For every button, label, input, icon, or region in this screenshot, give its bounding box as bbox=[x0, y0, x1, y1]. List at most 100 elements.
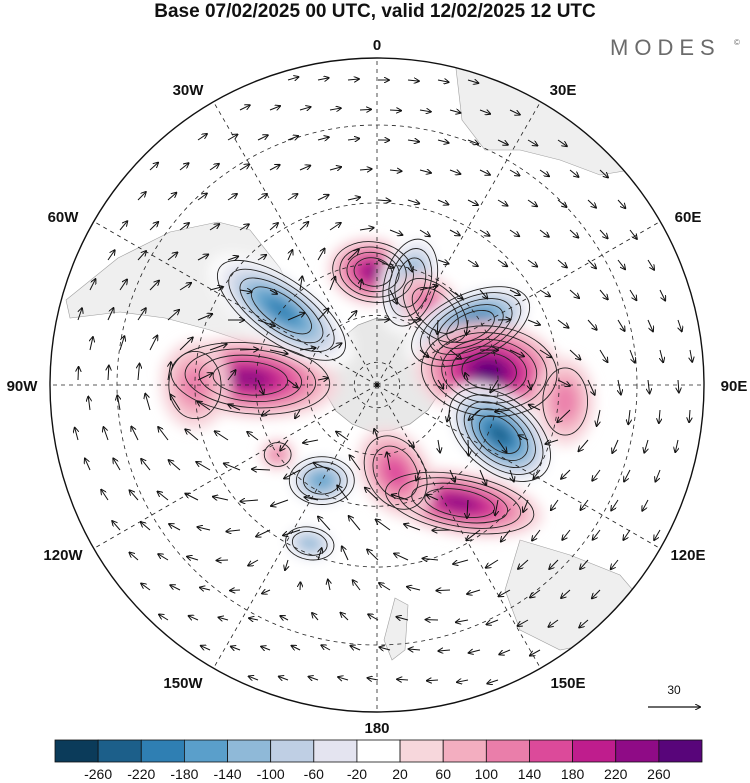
wind-vector bbox=[487, 680, 499, 684]
wind-vector bbox=[287, 379, 298, 388]
negative-anomaly-blob bbox=[283, 452, 360, 509]
wind-vector bbox=[117, 395, 120, 411]
wind-vector bbox=[179, 338, 193, 351]
contour-line bbox=[456, 394, 544, 475]
contour-line bbox=[451, 345, 528, 397]
wind-vector bbox=[284, 469, 301, 478]
wind-vector bbox=[314, 463, 331, 471]
wind-vector bbox=[228, 404, 241, 411]
contour-line bbox=[295, 461, 348, 500]
colorbar-tick-label: 140 bbox=[518, 766, 542, 782]
latitude-circle bbox=[194, 202, 560, 568]
colorbar-tick-label: -220 bbox=[127, 766, 155, 782]
wind-vector bbox=[239, 164, 249, 171]
wind-vector bbox=[317, 308, 328, 321]
wind-vector bbox=[329, 277, 335, 291]
wind-vector bbox=[611, 499, 619, 510]
wind-vector bbox=[530, 589, 541, 597]
wind-vector bbox=[249, 618, 259, 620]
wind-vector bbox=[447, 409, 450, 421]
wind-vector bbox=[569, 349, 580, 360]
wind-vector bbox=[427, 680, 439, 681]
wind-vector bbox=[119, 280, 127, 291]
wind-vector bbox=[419, 170, 431, 173]
wind-vector bbox=[368, 678, 379, 680]
wind-vector bbox=[141, 522, 151, 531]
colorbar-segment bbox=[615, 739, 660, 763]
wind-vector bbox=[321, 645, 331, 651]
wind-vector bbox=[409, 649, 421, 650]
negative-anomaly-blob bbox=[208, 253, 354, 367]
wind-vector bbox=[347, 250, 359, 261]
wind-vector bbox=[261, 647, 271, 650]
wind-vector bbox=[351, 646, 361, 650]
wind-vector bbox=[539, 349, 551, 357]
wind-vector bbox=[518, 619, 529, 626]
wind-vector bbox=[299, 222, 308, 231]
wind-vector bbox=[257, 135, 268, 141]
wind-vector bbox=[499, 649, 511, 654]
wind-vector bbox=[497, 199, 507, 206]
colorbar-tick-label: 20 bbox=[392, 766, 408, 782]
wind-vector bbox=[137, 308, 146, 321]
wind-vector bbox=[389, 229, 402, 235]
wind-vector bbox=[629, 289, 636, 300]
meridian-line bbox=[376, 384, 541, 669]
colorbar-segment bbox=[485, 739, 530, 763]
wind-vector bbox=[169, 524, 181, 531]
wind-vector bbox=[197, 373, 212, 381]
wind-vector bbox=[337, 486, 349, 501]
wind-vector bbox=[137, 192, 146, 201]
lon-label-90w: 90W bbox=[7, 378, 39, 395]
wind-vector bbox=[262, 409, 271, 416]
wind-vector bbox=[437, 80, 449, 82]
wind-vector bbox=[675, 439, 678, 452]
wind-vector bbox=[449, 349, 461, 359]
wind-vector bbox=[490, 379, 499, 392]
wind-vector bbox=[77, 308, 82, 321]
wind-vector bbox=[587, 379, 595, 395]
wind-vector bbox=[539, 169, 549, 176]
colorbar-segment bbox=[227, 739, 272, 763]
reference-vector: 30 bbox=[648, 683, 700, 707]
colorbar-segment bbox=[356, 739, 401, 763]
brand-copyright-mark: © bbox=[734, 38, 740, 47]
wind-vector bbox=[317, 137, 329, 140]
lon-label-180: 180 bbox=[364, 720, 389, 737]
wind-vector bbox=[227, 370, 236, 381]
wind-vector bbox=[618, 379, 621, 395]
wind-vector bbox=[539, 229, 549, 237]
wind-vector bbox=[579, 619, 589, 627]
wind-vector bbox=[185, 494, 199, 501]
latitude-circle bbox=[306, 314, 448, 456]
wind-vector bbox=[269, 106, 280, 110]
wind-vectors bbox=[75, 77, 693, 684]
contour-line bbox=[542, 367, 589, 436]
wind-vector bbox=[457, 680, 469, 682]
wind-vector bbox=[539, 289, 550, 296]
wind-vector bbox=[287, 313, 305, 321]
wind-vector bbox=[129, 553, 139, 561]
wind-vector bbox=[377, 200, 390, 201]
contour-line bbox=[398, 477, 522, 529]
colorbar-segment bbox=[442, 739, 487, 763]
wind-vector bbox=[453, 559, 469, 564]
wind-vector bbox=[338, 677, 349, 680]
wind-vector bbox=[407, 200, 419, 204]
wind-vector bbox=[495, 499, 498, 515]
wind-vector bbox=[196, 462, 211, 471]
colorbar-segment bbox=[572, 739, 617, 763]
wind-vector bbox=[269, 290, 277, 294]
wind-vector bbox=[628, 409, 630, 424]
wind-vector bbox=[499, 589, 511, 596]
contour-line bbox=[411, 482, 509, 524]
wind-vector bbox=[592, 469, 601, 481]
wind-vector bbox=[329, 108, 341, 110]
wind-vector bbox=[179, 163, 189, 171]
wind-vector bbox=[624, 469, 631, 481]
wind-vector bbox=[407, 587, 421, 590]
wind-vector bbox=[587, 319, 597, 330]
colorbar-segment bbox=[140, 739, 185, 763]
wind-vector bbox=[279, 677, 289, 680]
wind-vector bbox=[359, 169, 372, 170]
